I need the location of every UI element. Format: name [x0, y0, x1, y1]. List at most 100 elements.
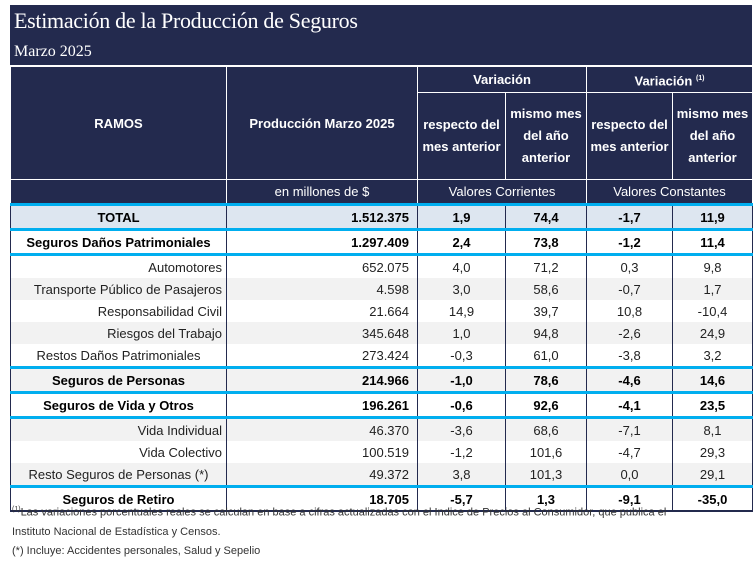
var-anio-constantes-cell: 29,3	[672, 441, 753, 464]
footnote-2: (*) Incluye: Accidentes personales, Salu…	[12, 544, 261, 557]
var-mes-corrientes-cell: 1,9	[417, 204, 506, 232]
var-anio-corrientes-cell: 61,0	[505, 344, 587, 370]
page-title: Estimación de la Producción de Seguros	[14, 8, 358, 33]
page-subtitle: Marzo 2025	[14, 43, 92, 60]
var-anio-constantes-cell: 1,7	[672, 278, 753, 301]
table-row: Resto Seguros de Personas (*) 49.372 3,8 10…	[10, 463, 753, 489]
produccion-cell: 1.297.409	[226, 229, 418, 257]
var-mes-constantes-cell: -3,8	[586, 344, 673, 370]
var-anio-corrientes-cell: 73,8	[505, 229, 587, 257]
table-row: Vida Individual 46.370 -3,6 68,6 -7,1 8,1	[10, 417, 753, 442]
var-mes-corrientes-cell: 3,8	[417, 463, 506, 489]
ramo-cell: TOTAL	[10, 204, 227, 232]
var-mes-corrientes-cell: 3,0	[417, 278, 506, 301]
var-mes-corrientes-cell: 2,4	[417, 229, 506, 257]
produccion-cell: 273.424	[226, 344, 418, 370]
ramo-cell: Seguros de Retiro	[10, 486, 227, 513]
production-table-panel: Estimación de la Producción de Seguros M…	[10, 5, 753, 513]
ramo-cell: Seguros de Personas	[10, 367, 227, 395]
var-mes-corrientes-cell: 4,0	[417, 254, 506, 279]
var-mes-corrientes-cell: -3,6	[417, 417, 506, 442]
produccion-cell: 345.648	[226, 322, 418, 345]
ramo-cell: Seguros de Vida y Otros	[10, 392, 227, 420]
col-header-mismo-corrientes: mismo mes del año anterior	[505, 92, 587, 181]
var-mes-constantes-cell: -2,6	[586, 322, 673, 345]
units-label: en millones de $	[226, 179, 418, 207]
var-anio-corrientes-cell: 94,8	[505, 322, 587, 345]
var-mes-constantes-cell: -4,6	[586, 367, 673, 395]
var-mes-corrientes-cell: -1,0	[417, 367, 506, 395]
table-row: Seguros Daños Patrimoniales 1.297.409 2,4 7…	[10, 229, 753, 257]
var-anio-constantes-cell: 11,4	[672, 229, 753, 257]
col-header-variacion: Variación	[417, 65, 587, 94]
var-anio-corrientes-cell: 74,4	[505, 204, 587, 232]
produccion-cell: 652.075	[226, 254, 418, 279]
produccion-cell: 214.966	[226, 367, 418, 395]
constantes-label: Valores Constantes	[586, 179, 753, 207]
ramo-cell: Seguros Daños Patrimoniales	[10, 229, 227, 257]
table-row: Automotores 652.075 4,0 71,2 0,3 9,8	[10, 254, 753, 279]
produccion-cell: 18.705	[226, 486, 418, 513]
produccion-cell: 196.261	[226, 392, 418, 420]
ramo-cell: Vida Colectivo	[10, 441, 227, 464]
col-header-variacion-real: Variación (1)	[586, 65, 753, 94]
var-anio-constantes-cell: 24,9	[672, 322, 753, 345]
table-row: Vida Colectivo 100.519 -1,2 101,6 -4,7 29,3	[10, 441, 753, 464]
var-mes-constantes-cell: 10,8	[586, 300, 673, 323]
var-anio-corrientes-cell: 71,2	[505, 254, 587, 279]
table-row: Restos Daños Patrimoniales 273.424 -0,3 61,…	[10, 344, 753, 370]
var-anio-corrientes-cell: 68,6	[505, 417, 587, 442]
var-mes-constantes-cell: 0,0	[586, 463, 673, 489]
var-mes-corrientes-cell: -5,7	[417, 486, 506, 513]
ramo-cell: Resto Seguros de Personas (*)	[10, 463, 227, 489]
table-row: Seguros de Vida y Otros 196.261 -0,6 92,6 -4…	[10, 392, 753, 420]
var-anio-corrientes-cell: 39,7	[505, 300, 587, 323]
table-row: TOTAL 1.512.375 1,9 74,4 -1,7 11,9	[10, 204, 753, 232]
table-row: Seguros de Personas 214.966 -1,0 78,6 -4,6 14…	[10, 367, 753, 395]
var-anio-constantes-cell: 9,8	[672, 254, 753, 279]
produccion-cell: 21.664	[226, 300, 418, 323]
produccion-cell: 49.372	[226, 463, 418, 489]
produccion-cell: 46.370	[226, 417, 418, 442]
var-anio-constantes-cell: 8,1	[672, 417, 753, 442]
col-header-respecto-constantes: respecto del mes anterior	[586, 92, 673, 181]
var-mes-corrientes-cell: -0,3	[417, 344, 506, 370]
footnotes: (1)Las variaciones porcentuales reales s…	[12, 500, 666, 561]
var-anio-corrientes-cell: 78,6	[505, 367, 587, 395]
col-header-ramos: RAMOS	[10, 65, 227, 181]
produccion-cell: 1.512.375	[226, 204, 418, 232]
produccion-cell: 100.519	[226, 441, 418, 464]
var-anio-corrientes-cell: 58,6	[505, 278, 587, 301]
footnote-1: Las variaciones porcentuales reales se c…	[20, 506, 667, 519]
col-header-mismo-constantes: mismo mes del año anterior	[672, 92, 753, 181]
col-header-produccion: Producción Marzo 2025	[226, 65, 418, 181]
var-mes-constantes-cell: -4,7	[586, 441, 673, 464]
var-mes-constantes-cell: -0,7	[586, 278, 673, 301]
var-mes-corrientes-cell: 14,9	[417, 300, 506, 323]
var-anio-constantes-cell: -10,4	[672, 300, 753, 323]
var-anio-constantes-cell: 14,6	[672, 367, 753, 395]
var-anio-corrientes-cell: 92,6	[505, 392, 587, 420]
ramo-cell: Responsabilidad Civil	[10, 300, 227, 323]
var-mes-corrientes-cell: -1,2	[417, 441, 506, 464]
footnote-1-cont: Instituto Nacional de Estadística y Cens…	[12, 525, 221, 538]
corrientes-label: Valores Corrientes	[417, 179, 587, 207]
var-mes-corrientes-cell: -0,6	[417, 392, 506, 420]
title-banner: Estimación de la Producción de Seguros M…	[10, 5, 752, 66]
table-row: Transporte Público de Pasajeros 4.598 3,0 5…	[10, 278, 753, 301]
var-anio-constantes-cell: 29,1	[672, 463, 753, 489]
produccion-cell: 4.598	[226, 278, 418, 301]
var-anio-corrientes-cell: 101,3	[505, 463, 587, 489]
table-row: Seguros de Retiro 18.705 -5,7 1,3 -9,1 -35,0	[10, 486, 753, 513]
ramo-cell: Vida Individual	[10, 417, 227, 442]
production-table: RAMOS Producción Marzo 2025 Variación Va…	[10, 65, 753, 513]
col-header-respecto-corrientes: respecto del mes anterior	[417, 92, 506, 181]
var-mes-constantes-cell: -7,1	[586, 417, 673, 442]
var-anio-corrientes-cell: 1,3	[505, 486, 587, 513]
var-anio-constantes-cell: 3,2	[672, 344, 753, 370]
var-mes-constantes-cell: -1,7	[586, 204, 673, 232]
var-anio-constantes-cell: 11,9	[672, 204, 753, 232]
ramo-cell: Riesgos del Trabajo	[10, 322, 227, 345]
var-anio-constantes-cell: -35,0	[672, 486, 753, 513]
table-row: Responsabilidad Civil 21.664 14,9 39,7 10,8-…	[10, 300, 753, 323]
